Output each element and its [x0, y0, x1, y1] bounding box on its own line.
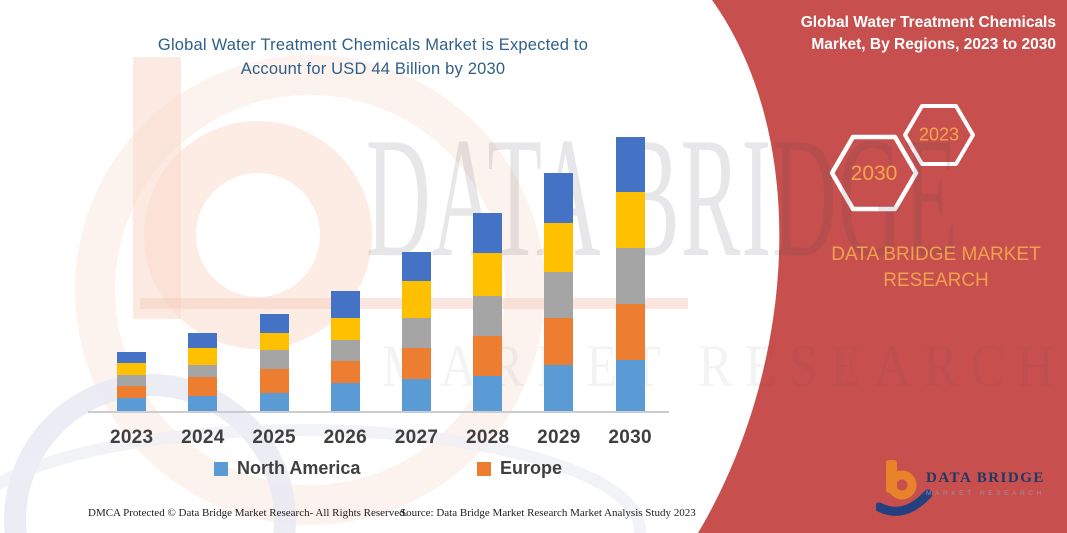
bar-segment-2028-series	[473, 253, 503, 296]
right-panel-title: Global Water Treatment Chemicals Market,…	[726, 12, 1056, 55]
dmca-footnote: DMCA Protected © Data Bridge Market Rese…	[88, 507, 408, 519]
bar-segment-2027-europe	[402, 347, 431, 379]
legend-item-north-america: North America	[214, 458, 360, 479]
data-bridge-logo-mark	[876, 460, 932, 516]
bar-segment-2025-north	[259, 393, 289, 412]
bar-segment-2027-series	[402, 252, 431, 281]
bar-2028	[473, 213, 503, 412]
bar-segment-2028-series	[473, 295, 503, 336]
red-curved-polygon	[698, 0, 1067, 533]
pale-b-stem	[133, 57, 181, 319]
bar-segment-2024-series	[188, 332, 218, 348]
bar-segment-2029-series	[544, 173, 574, 224]
bar-segment-2023-series	[117, 375, 147, 387]
logo-name: DATA BRIDGE	[926, 470, 1045, 486]
legend-swatch-north-america	[214, 461, 228, 476]
bar-2029	[544, 173, 574, 412]
source-footnote: Source: Data Bridge Market Research Mark…	[400, 507, 696, 519]
bar-segment-2030-series	[615, 248, 645, 304]
gray-ring	[4, 374, 296, 533]
bar-segment-2030-series	[615, 137, 645, 192]
bar-2030	[615, 137, 645, 412]
bar-segment-2026-europe	[330, 360, 360, 384]
bar-segment-2027-north	[402, 378, 431, 412]
hexagon-2023-label: 2023	[918, 124, 960, 145]
bar-2024	[188, 332, 218, 412]
legend-label-north-america: North America	[237, 458, 361, 478]
watermark-data-bridge: DATA BRIDGE	[366, 103, 960, 293]
bar-segment-2025-series	[259, 332, 289, 351]
bar-segment-2023-series	[117, 352, 147, 363]
hexagon-2030	[829, 134, 919, 212]
x-axis-label-2024: 2024	[181, 427, 225, 448]
bar-2025	[259, 313, 289, 412]
right-panel-title-line1: Global Water Treatment Chemicals	[800, 14, 1056, 31]
logo-blue-swoosh	[876, 489, 932, 516]
bar-segment-2026-series	[330, 340, 360, 361]
brand-wordmark-line2: RESEARCH	[883, 270, 989, 291]
x-axis-label-2030: 2030	[608, 427, 652, 448]
bar-segment-2024-series	[188, 365, 218, 377]
bar-segment-2023-series	[117, 362, 147, 376]
bar-segment-2025-series	[259, 350, 289, 369]
x-axis-label-2027: 2027	[394, 427, 439, 448]
legend-swatch-europe	[477, 461, 491, 476]
bar-segment-2029-series	[544, 272, 574, 319]
x-axis-line	[88, 411, 669, 413]
data-bridge-logo: DATA BRIDGE MARKET RESEARCH	[876, 458, 1062, 520]
bar-segment-2030-north	[615, 360, 645, 412]
bar-segment-2027-series	[402, 280, 431, 318]
bar-segment-2025-europe	[259, 368, 289, 394]
bar-segment-2027-series	[402, 317, 431, 348]
legend-label-europe: Europe	[500, 458, 563, 478]
bar-segment-2030-europe	[615, 303, 645, 361]
x-axis-label-2023: 2023	[109, 427, 154, 448]
bar-segment-2023-north	[117, 398, 147, 412]
bar-segment-2025-series	[259, 313, 289, 333]
bar-segment-2029-series	[544, 223, 574, 272]
bar-segment-2028-europe	[473, 335, 503, 376]
brand-wordmark: DATA BRIDGE MARKET RESEARCH	[822, 242, 1050, 294]
logo-subtext: MARKET RESEARCH	[926, 490, 1045, 497]
x-axis-label-2025: 2025	[252, 427, 296, 448]
bar-2023	[117, 352, 147, 412]
bar-segment-2026-north	[330, 383, 360, 412]
bar-segment-2024-north	[188, 395, 218, 412]
bar-2026	[330, 290, 360, 412]
x-axis-label-2029: 2029	[537, 427, 581, 448]
right-panel-title-line2: Market, By Regions, 2023 to 2030	[811, 35, 1056, 53]
chart-title-line1: Global Water Treatment Chemicals Market …	[157, 36, 589, 54]
hexagon-2030-label: 2030	[850, 162, 898, 185]
bar-segment-2026-series	[330, 317, 360, 341]
logo-b-bowl	[887, 470, 917, 500]
chart-title-line2: Account for USD 44 Billion by 2030	[240, 60, 506, 78]
bar-segment-2026-series	[330, 290, 360, 318]
bar-segment-2028-series	[473, 213, 503, 254]
bar-segment-2030-series	[615, 192, 645, 249]
x-axis-label-2026: 2026	[323, 427, 368, 448]
bar-2027	[402, 252, 431, 412]
brand-wordmark-line1: DATA BRIDGE MARKET	[831, 244, 1041, 265]
logo-text-block: DATA BRIDGE MARKET RESEARCH	[926, 470, 1045, 497]
bar-segment-2029-north	[544, 364, 574, 412]
chart-title: Global Water Treatment Chemicals Market …	[88, 33, 658, 81]
x-axis-label-2028: 2028	[465, 427, 510, 448]
legend-item-europe: Europe	[477, 458, 562, 479]
bar-segment-2029-europe	[544, 318, 574, 365]
gray-swoosh	[0, 424, 646, 533]
bar-segment-2024-europe	[188, 377, 218, 396]
pale-outer-ring	[75, 55, 545, 525]
bar-segment-2024-series	[188, 347, 218, 366]
hexagon-2023	[903, 104, 975, 166]
bar-segment-2028-north	[473, 375, 503, 412]
bar-segment-2023-europe	[117, 386, 147, 399]
